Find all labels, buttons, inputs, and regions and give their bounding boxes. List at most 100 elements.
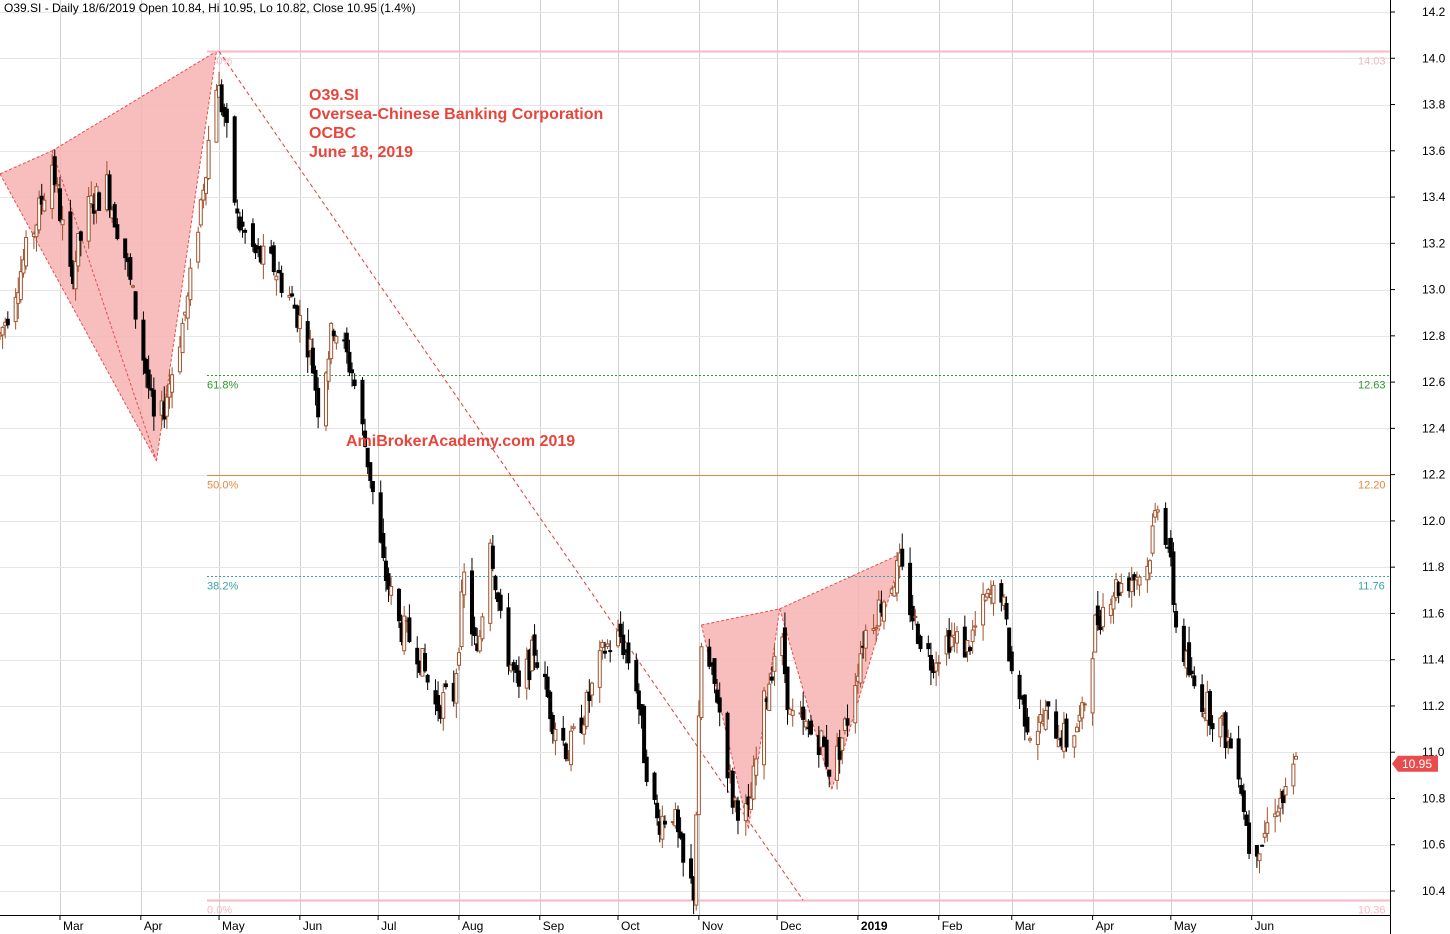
candle-body	[1241, 790, 1246, 813]
candle-body	[1294, 755, 1298, 760]
candle-body	[563, 743, 568, 760]
candle-body	[542, 673, 547, 678]
candle-body	[908, 562, 913, 616]
candle-body	[177, 346, 182, 373]
candle-body	[858, 653, 863, 684]
candle-body	[707, 646, 712, 667]
candle-body	[415, 647, 420, 665]
candle-body	[1072, 735, 1077, 748]
candle-body	[1064, 718, 1069, 748]
candle-body	[569, 730, 574, 766]
y-tick-label: 11.0	[1422, 745, 1445, 759]
candle-body	[1163, 507, 1168, 545]
candle-body	[1174, 611, 1179, 628]
candle-body	[279, 272, 284, 293]
candle-body	[926, 643, 931, 650]
candle-body	[1189, 670, 1194, 675]
candle-body	[735, 800, 740, 821]
x-tick-label: Dec	[780, 919, 801, 933]
candle-body	[1119, 583, 1124, 593]
annotation-short-name: OCBC	[309, 125, 357, 142]
candle-body	[1153, 509, 1158, 518]
y-tick-label: 13.8	[1422, 98, 1446, 112]
candle-body	[1207, 690, 1212, 726]
candle-body	[196, 231, 201, 263]
candle-body	[350, 369, 355, 374]
candle-body	[642, 705, 647, 764]
candle-body	[480, 616, 485, 640]
candle-body	[123, 238, 128, 259]
candle-body	[18, 271, 23, 301]
candle-body	[973, 625, 978, 628]
candle-body	[1171, 551, 1176, 605]
fib-level-price: 12.63	[1358, 380, 1386, 392]
chart-header: O39.SI - Daily 18/6/2019 Open 10.84, Hi …	[4, 1, 416, 15]
candle-body	[37, 197, 42, 231]
x-tick-label: May	[222, 919, 245, 933]
candle-body	[50, 164, 55, 210]
candle-body	[754, 758, 759, 776]
candle-body	[52, 156, 57, 186]
y-tick-label: 12.8	[1422, 329, 1446, 343]
x-tick-label: Mar	[1015, 919, 1036, 933]
annotation-symbol: O39.SI	[309, 87, 359, 104]
candle-body	[151, 389, 156, 417]
candle-body	[1236, 738, 1241, 780]
candle-body	[57, 188, 62, 221]
candle-body	[1043, 709, 1048, 730]
candle-body	[874, 627, 879, 630]
candle-body	[1035, 730, 1040, 745]
candle-body	[1147, 560, 1152, 574]
candle-body	[1239, 785, 1244, 794]
x-tick-label: Jun	[1255, 919, 1274, 933]
candle-body	[402, 615, 407, 652]
candle-body	[733, 797, 738, 801]
y-tick-label: 12.6	[1422, 375, 1446, 389]
candle-body	[934, 662, 939, 672]
candle-body	[550, 714, 555, 735]
candle-body	[198, 199, 203, 226]
candle-body	[204, 177, 209, 194]
candle-body	[769, 676, 774, 681]
candle-body	[871, 628, 876, 631]
pattern-leg	[701, 608, 780, 626]
candle-body	[1046, 701, 1051, 707]
candle-body	[730, 770, 735, 808]
candle-body	[472, 627, 477, 636]
candle-body	[1278, 797, 1283, 809]
y-tick-label: 13.6	[1422, 144, 1446, 158]
candle-body	[13, 296, 18, 323]
candle-body	[762, 690, 767, 766]
candle-body	[725, 712, 730, 779]
candle-body	[1218, 717, 1223, 738]
candle-body	[441, 692, 446, 719]
candle-body	[469, 570, 474, 635]
candle-body	[1283, 786, 1288, 796]
y-tick-label: 11.8	[1422, 560, 1445, 574]
candle-body	[1090, 658, 1095, 714]
pattern-leg	[0, 150, 53, 175]
candle-body	[477, 635, 482, 652]
candle-body	[1210, 723, 1215, 730]
candle-body	[1082, 703, 1087, 706]
candle-body	[316, 387, 321, 418]
candle-body	[329, 322, 334, 360]
candle-body	[999, 583, 1004, 603]
candle-body	[454, 673, 459, 704]
candle-body	[34, 224, 39, 238]
candle-body	[881, 601, 886, 622]
candle-body	[634, 660, 639, 692]
candle-body	[365, 447, 370, 468]
y-tick-label: 13.2	[1422, 236, 1446, 250]
candle-body	[983, 596, 988, 601]
candle-body	[895, 560, 900, 594]
candle-body	[498, 594, 503, 611]
candle-body	[76, 232, 81, 267]
candle-body	[1254, 844, 1259, 857]
candle-body	[824, 739, 829, 767]
candle-body	[274, 275, 279, 281]
x-tick-label: Mar	[63, 919, 84, 933]
fib-level-price: 10.36	[1358, 905, 1386, 917]
candle-body	[621, 634, 626, 656]
candle-body	[1291, 763, 1296, 787]
